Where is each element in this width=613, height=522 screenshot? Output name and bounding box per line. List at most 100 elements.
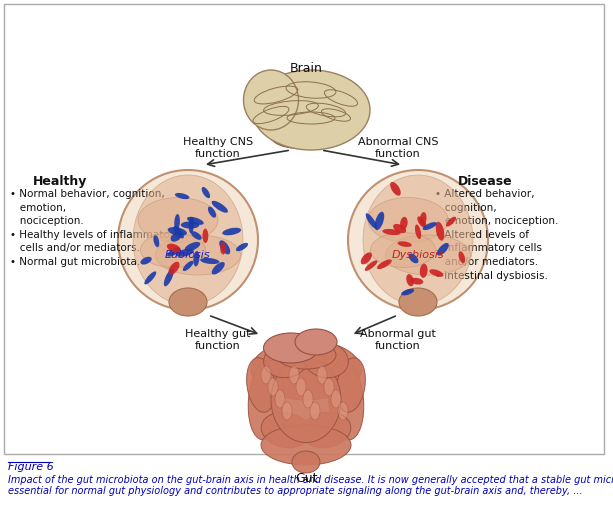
Ellipse shape [446, 217, 456, 227]
Ellipse shape [243, 70, 299, 130]
Ellipse shape [303, 342, 348, 378]
Ellipse shape [174, 214, 180, 230]
Ellipse shape [401, 289, 414, 295]
Ellipse shape [317, 366, 327, 384]
Ellipse shape [408, 254, 419, 263]
Ellipse shape [276, 341, 336, 369]
Ellipse shape [361, 252, 372, 265]
Ellipse shape [301, 412, 351, 448]
Ellipse shape [169, 262, 180, 275]
Text: Abnormal CNS
function: Abnormal CNS function [358, 137, 438, 159]
Ellipse shape [264, 342, 308, 378]
Ellipse shape [167, 247, 180, 257]
Ellipse shape [368, 197, 448, 243]
Text: Impact of the gut microbiota on the gut-brain axis in health and disease. It is : Impact of the gut microbiota on the gut-… [8, 475, 613, 485]
Text: Eubiosis: Eubiosis [165, 250, 211, 260]
Ellipse shape [303, 390, 313, 408]
Ellipse shape [365, 260, 378, 271]
Text: • Normal behavior, cognition,
   emotion,
   nociception.
• Healthy levels of in: • Normal behavior, cognition, emotion, n… [10, 189, 180, 267]
Ellipse shape [144, 271, 156, 284]
Ellipse shape [338, 402, 348, 420]
Ellipse shape [399, 288, 437, 316]
Text: Disease: Disease [458, 175, 512, 188]
Ellipse shape [219, 240, 230, 254]
Ellipse shape [271, 358, 341, 443]
Ellipse shape [189, 217, 194, 233]
Ellipse shape [393, 224, 406, 233]
Ellipse shape [292, 451, 320, 473]
Ellipse shape [328, 360, 364, 440]
Ellipse shape [140, 232, 205, 267]
Ellipse shape [337, 358, 365, 412]
Ellipse shape [185, 242, 200, 251]
Ellipse shape [133, 175, 243, 305]
Ellipse shape [296, 378, 306, 396]
Ellipse shape [261, 366, 271, 384]
Ellipse shape [377, 259, 392, 269]
Ellipse shape [200, 258, 219, 264]
Ellipse shape [251, 340, 361, 400]
Ellipse shape [140, 257, 152, 265]
Ellipse shape [400, 217, 408, 230]
Circle shape [348, 170, 488, 310]
Ellipse shape [282, 402, 292, 420]
Ellipse shape [420, 212, 427, 226]
Ellipse shape [167, 244, 181, 253]
Ellipse shape [211, 262, 225, 275]
Ellipse shape [170, 232, 182, 242]
Ellipse shape [176, 249, 194, 257]
Ellipse shape [202, 229, 208, 243]
Ellipse shape [386, 235, 471, 275]
Text: Figure 6: Figure 6 [8, 462, 54, 472]
Ellipse shape [202, 187, 210, 198]
Ellipse shape [415, 224, 421, 239]
Text: • Altered behavior,
   cognition,
   emotion, nociception.
• Altered levels of
 : • Altered behavior, cognition, emotion, … [435, 189, 558, 281]
Ellipse shape [383, 229, 401, 235]
Ellipse shape [223, 228, 241, 235]
Ellipse shape [211, 201, 228, 213]
Ellipse shape [268, 116, 324, 148]
Ellipse shape [436, 222, 444, 241]
Ellipse shape [156, 235, 240, 275]
Ellipse shape [275, 390, 285, 408]
Text: Brain: Brain [289, 62, 322, 75]
Text: Abnormal gut
function: Abnormal gut function [360, 329, 436, 351]
Ellipse shape [310, 402, 320, 420]
Ellipse shape [168, 227, 187, 236]
Ellipse shape [331, 390, 341, 408]
Ellipse shape [417, 217, 426, 228]
Ellipse shape [173, 226, 184, 239]
Ellipse shape [181, 221, 199, 229]
Ellipse shape [390, 182, 401, 196]
Text: Gut: Gut [295, 472, 318, 485]
Text: essential for normal gut physiology and contributes to appropriate signaling alo: essential for normal gut physiology and … [8, 486, 582, 496]
Ellipse shape [422, 222, 437, 230]
Ellipse shape [410, 278, 423, 284]
Circle shape [118, 170, 258, 310]
Text: Dysbiosis: Dysbiosis [392, 250, 444, 260]
Ellipse shape [261, 425, 351, 465]
Ellipse shape [429, 269, 444, 277]
Ellipse shape [175, 193, 189, 199]
Ellipse shape [370, 232, 435, 267]
Ellipse shape [169, 288, 207, 316]
Ellipse shape [153, 235, 159, 247]
Ellipse shape [437, 243, 449, 256]
Ellipse shape [236, 243, 248, 251]
Ellipse shape [295, 329, 337, 355]
Ellipse shape [138, 197, 218, 243]
Ellipse shape [261, 412, 311, 448]
Ellipse shape [187, 217, 204, 225]
Ellipse shape [252, 70, 370, 150]
FancyBboxPatch shape [4, 4, 604, 454]
Ellipse shape [289, 366, 299, 384]
Ellipse shape [268, 378, 278, 396]
Ellipse shape [264, 333, 319, 363]
Ellipse shape [324, 378, 334, 396]
Ellipse shape [220, 242, 226, 255]
Ellipse shape [191, 231, 202, 240]
Ellipse shape [459, 251, 465, 263]
Ellipse shape [246, 358, 275, 412]
Text: Healthy: Healthy [33, 175, 87, 188]
Ellipse shape [248, 360, 284, 440]
